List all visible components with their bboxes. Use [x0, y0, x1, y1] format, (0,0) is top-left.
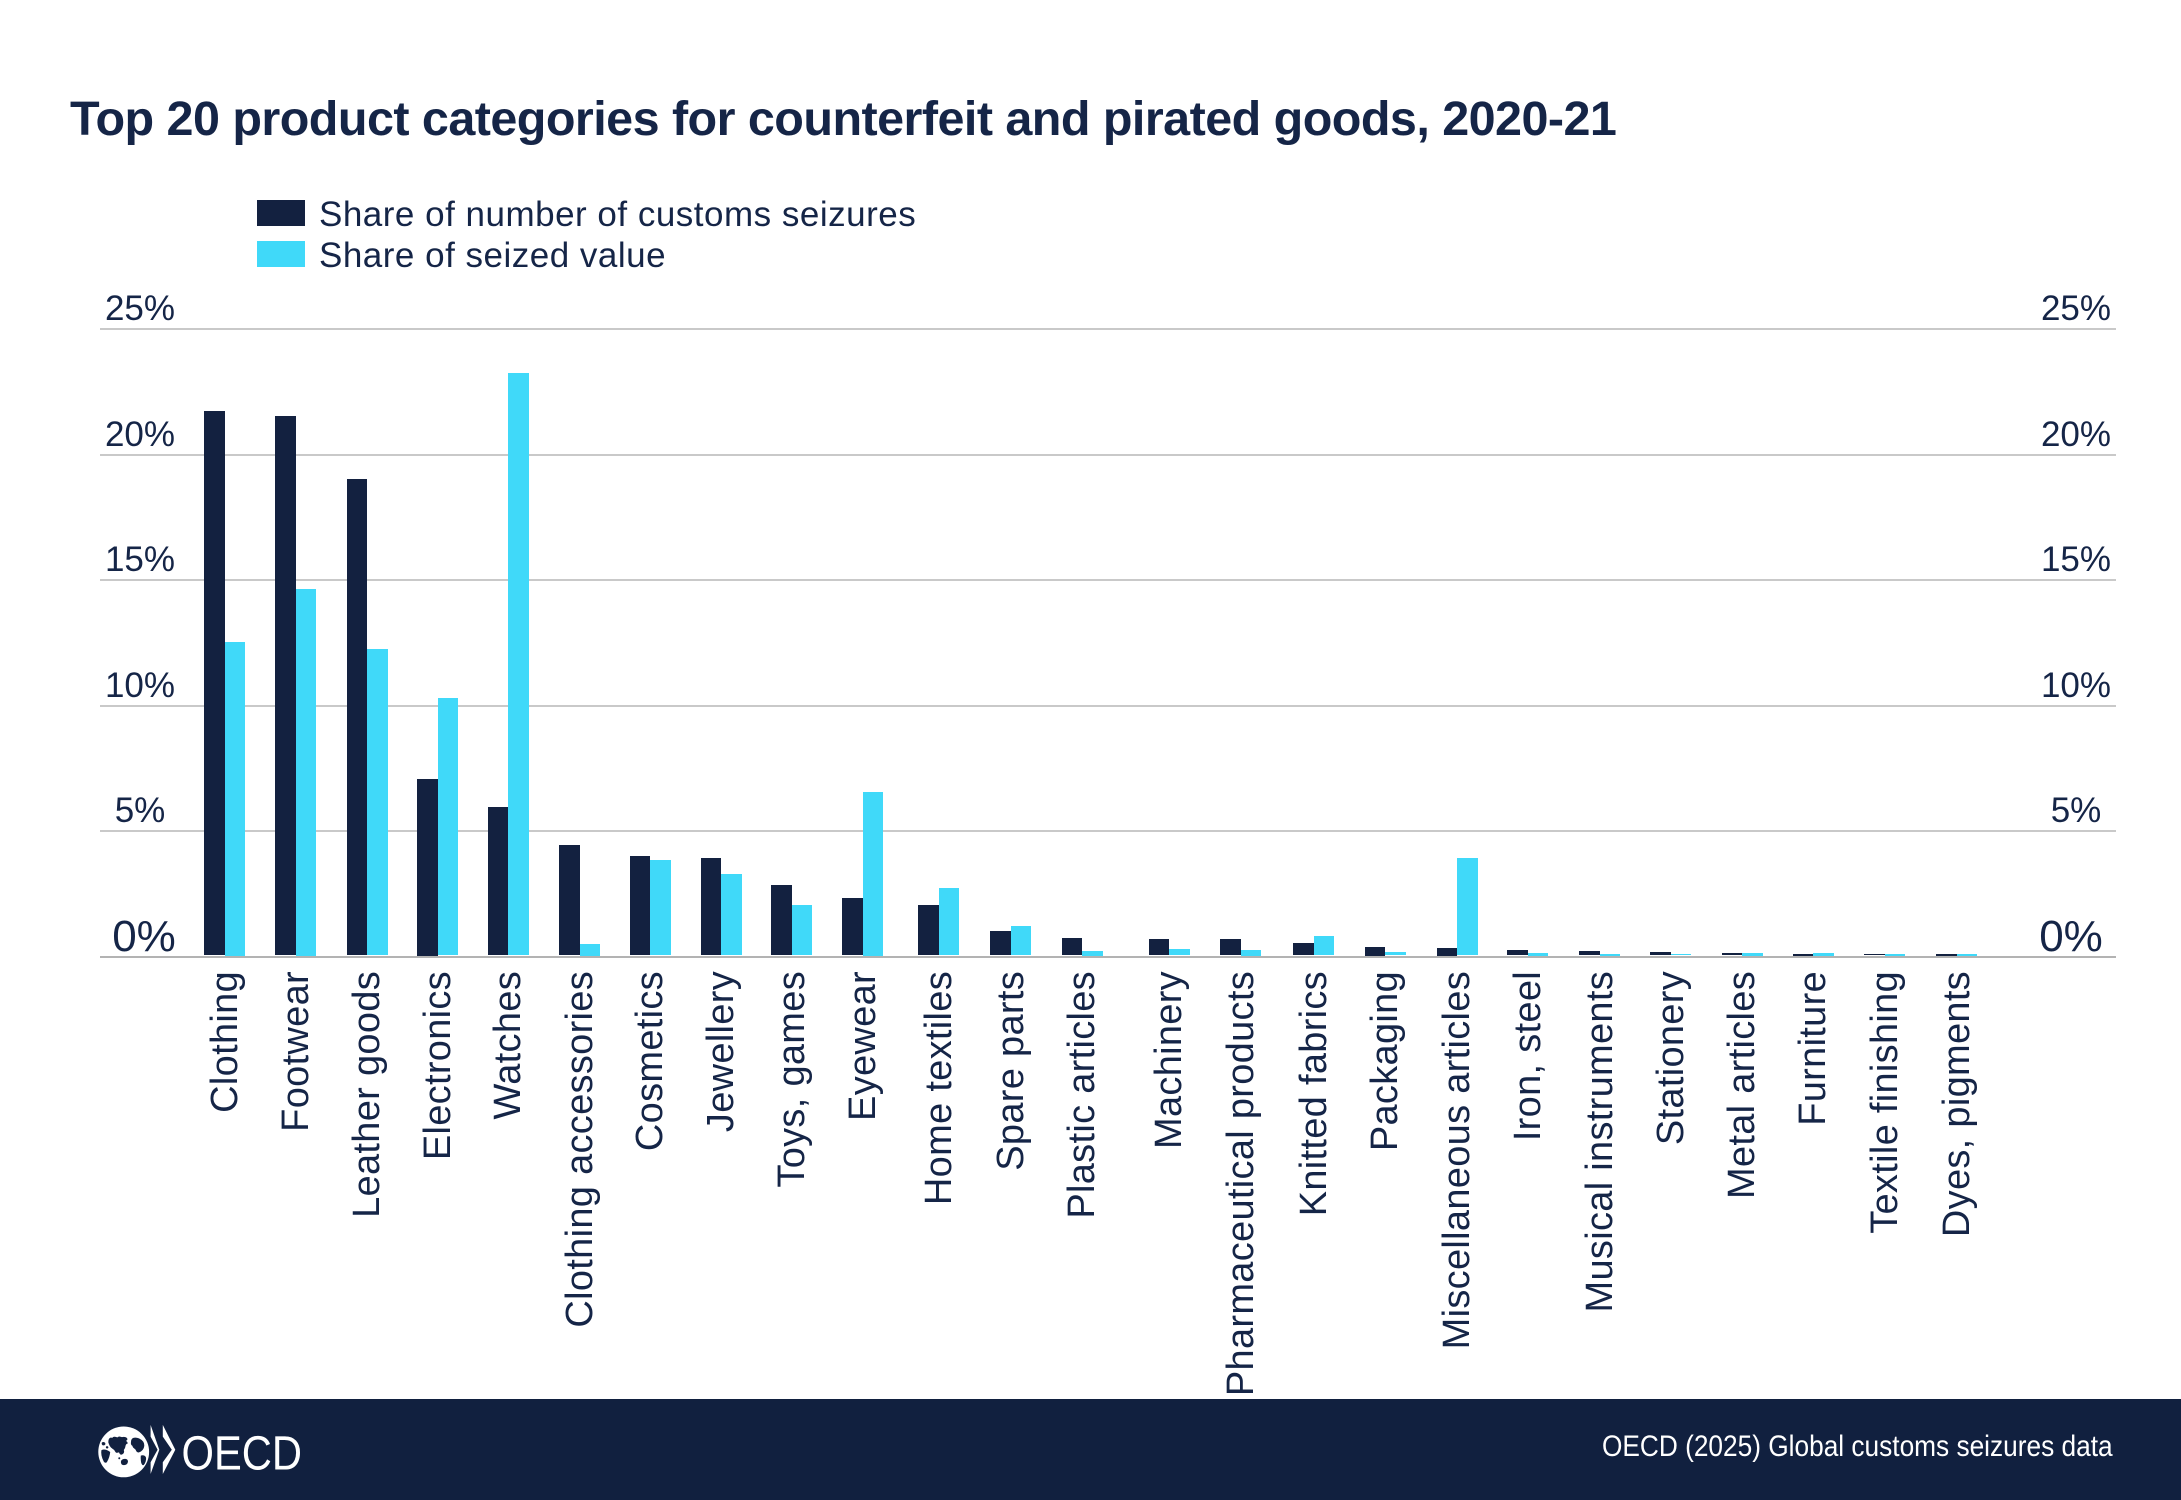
svg-text:OECD: OECD [182, 1427, 303, 1480]
